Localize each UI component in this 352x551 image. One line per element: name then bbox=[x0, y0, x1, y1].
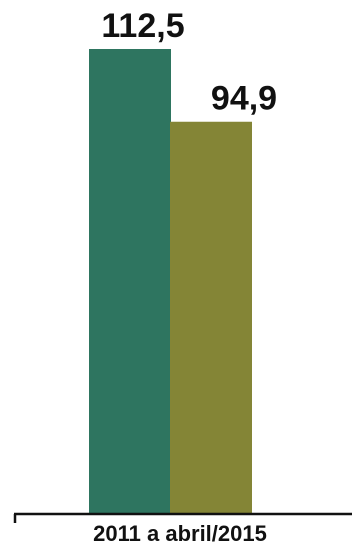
data-label-1: 112,5 bbox=[101, 7, 184, 45]
bars-group bbox=[89, 49, 252, 514]
category-label: 2011 a abril/2015 bbox=[93, 521, 267, 546]
bar-1 bbox=[89, 49, 171, 514]
value-labels-group: 112,5 94,9 bbox=[101, 7, 277, 118]
data-label-2: 94,9 bbox=[211, 80, 277, 118]
bar-2 bbox=[170, 121, 252, 514]
